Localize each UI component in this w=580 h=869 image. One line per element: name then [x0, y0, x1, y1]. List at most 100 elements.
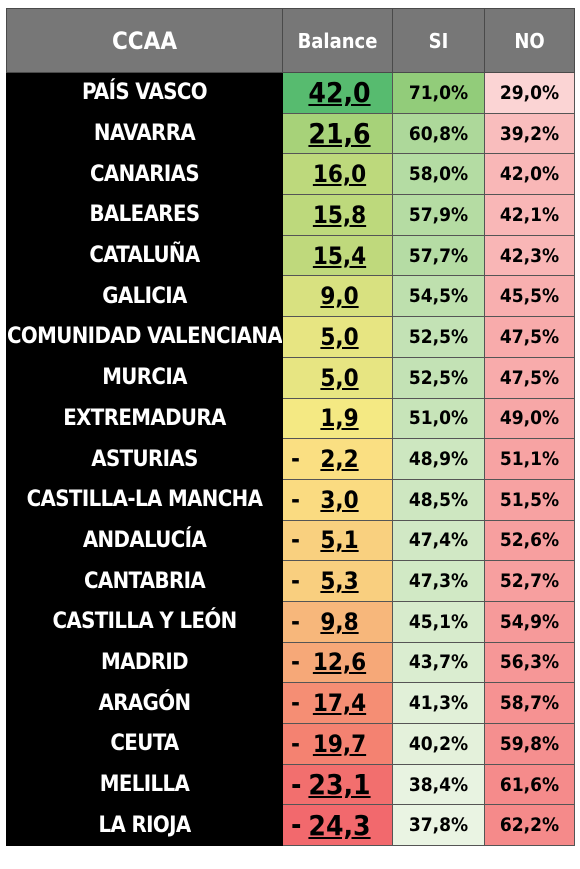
- table-row: CEUTA -19,7 40,2% 59,8%: [6, 723, 575, 765]
- balance-cell: 9,0: [282, 275, 393, 318]
- no-cell: 52,6%: [484, 519, 575, 562]
- si-cell: 57,7%: [392, 234, 485, 277]
- table-row: PAÍS VASCO 42,0 71,0% 29,0%: [6, 72, 575, 114]
- no-cell: 49,0%: [484, 397, 575, 440]
- balance-cell: 1,9: [282, 397, 393, 440]
- balance-value: 5,1: [320, 526, 359, 555]
- balance-cell: -9,8: [282, 600, 393, 643]
- ccaa-name-cell: CATALUÑA: [6, 234, 283, 277]
- balance-value: 42,0: [308, 76, 371, 110]
- si-cell: 47,4%: [392, 519, 485, 562]
- no-cell: 45,5%: [484, 275, 575, 318]
- balance-cell: 5,0: [282, 316, 393, 358]
- table-body: PAÍS VASCO 42,0 71,0% 29,0% NAVARRA 21,6 60,8%…: [6, 72, 575, 847]
- table-row: GALICIA 9,0 54,5% 45,5%: [6, 275, 575, 318]
- balance-cell: -12,6: [282, 641, 393, 684]
- ccaa-name-cell: ANDALUCÍA: [6, 519, 283, 562]
- ccaa-name-cell: EXTREMADURA: [6, 397, 283, 440]
- si-cell: 58,0%: [392, 153, 485, 196]
- si-cell: 45,1%: [392, 600, 485, 643]
- table-row: ARAGÓN -17,4 41,3% 58,7%: [6, 682, 575, 724]
- balance-value: 9,8: [320, 607, 359, 636]
- balance-sign: -: [291, 444, 300, 473]
- ccaa-name-cell: ASTURIAS: [6, 438, 283, 480]
- header-no: NO: [484, 8, 575, 73]
- table-row: ASTURIAS -2,2 48,9% 51,1%: [6, 438, 575, 480]
- balance-cell: 21,6: [282, 112, 393, 155]
- balance-value: 21,6: [308, 117, 371, 151]
- si-cell: 48,5%: [392, 478, 485, 521]
- balance-cell: -5,1: [282, 519, 393, 562]
- balance-cell: -5,3: [282, 560, 393, 602]
- no-cell: 56,3%: [484, 641, 575, 684]
- balance-sign: -: [291, 767, 302, 801]
- balance-cell: -17,4: [282, 682, 393, 724]
- balance-sign: -: [291, 566, 300, 595]
- balance-value: 12,6: [312, 648, 367, 677]
- balance-value: 15,4: [312, 241, 367, 270]
- no-cell: 47,5%: [484, 316, 575, 358]
- si-cell: 48,9%: [392, 438, 485, 480]
- balance-sign: -: [291, 485, 300, 514]
- header-balance: Balance: [282, 8, 393, 73]
- si-cell: 60,8%: [392, 112, 485, 155]
- no-cell: 61,6%: [484, 763, 575, 806]
- balance-value: 2,2: [320, 445, 359, 474]
- balance-value: 9,0: [320, 282, 359, 311]
- ccaa-name-cell: LA RIOJA: [6, 804, 283, 847]
- table-row: CANARIAS 16,0 58,0% 42,0%: [6, 153, 575, 196]
- header-ccaa: CCAA: [6, 8, 283, 73]
- table-row: EXTREMADURA 1,9 51,0% 49,0%: [6, 397, 575, 440]
- header-si: SI: [392, 8, 485, 73]
- si-cell: 51,0%: [392, 397, 485, 440]
- table-row: NAVARRA 21,6 60,8% 39,2%: [6, 112, 575, 155]
- ccaa-name-cell: CASTILLA-LA MANCHA: [6, 478, 283, 521]
- ccaa-name-cell: CASTILLA Y LEÓN: [6, 600, 283, 643]
- table-row: CANTABRIA -5,3 47,3% 52,7%: [6, 560, 575, 602]
- no-cell: 29,0%: [484, 72, 575, 114]
- no-cell: 39,2%: [484, 112, 575, 155]
- balance-value: 23,1: [308, 768, 371, 802]
- balance-value: 16,0: [312, 160, 367, 189]
- balance-sign: -: [291, 607, 300, 636]
- no-cell: 47,5%: [484, 356, 575, 399]
- balance-value: 1,9: [320, 404, 359, 433]
- balance-sign: -: [291, 647, 300, 676]
- si-cell: 38,4%: [392, 763, 485, 806]
- ccaa-name-cell: NAVARRA: [6, 112, 283, 155]
- no-cell: 42,1%: [484, 194, 575, 236]
- si-cell: 40,2%: [392, 723, 485, 765]
- si-cell: 52,5%: [392, 356, 485, 399]
- balance-cell: 15,4: [282, 234, 393, 277]
- table-row: ANDALUCÍA -5,1 47,4% 52,6%: [6, 519, 575, 562]
- balance-sign: -: [291, 808, 302, 842]
- ccaa-name-cell: MELILLA: [6, 763, 283, 806]
- balance-cell: -23,1: [282, 763, 393, 806]
- si-cell: 43,7%: [392, 641, 485, 684]
- si-cell: 71,0%: [392, 72, 485, 114]
- no-cell: 59,8%: [484, 723, 575, 765]
- balance-cell: 15,8: [282, 194, 393, 236]
- ccaa-name-cell: CANTABRIA: [6, 560, 283, 602]
- balance-cell: -2,2: [282, 438, 393, 480]
- balance-sign: -: [291, 525, 300, 554]
- table-row: CASTILLA-LA MANCHA -3,0 48,5% 51,5%: [6, 478, 575, 521]
- balance-cell: 16,0: [282, 153, 393, 196]
- table-row: COMUNIDAD VALENCIANA 5,0 52,5% 47,5%: [6, 316, 575, 358]
- ccaa-name-cell: PAÍS VASCO: [6, 72, 283, 114]
- balance-value: 19,7: [312, 729, 367, 758]
- si-cell: 37,8%: [392, 804, 485, 847]
- no-cell: 54,9%: [484, 600, 575, 643]
- balance-cell: -3,0: [282, 478, 393, 521]
- table-row: CASTILLA Y LEÓN -9,8 45,1% 54,9%: [6, 600, 575, 643]
- si-cell: 57,9%: [392, 194, 485, 236]
- balance-value: 24,3: [308, 808, 371, 842]
- balance-value: 5,3: [320, 567, 359, 596]
- ccaa-name-cell: MADRID: [6, 641, 283, 684]
- table-row: BALEARES 15,8 57,9% 42,1%: [6, 194, 575, 236]
- no-cell: 58,7%: [484, 682, 575, 724]
- table-row: MELILLA -23,1 38,4% 61,6%: [6, 763, 575, 806]
- ccaa-name-cell: MURCIA: [6, 356, 283, 399]
- balance-cell: 42,0: [282, 72, 393, 114]
- balance-value: 3,0: [320, 485, 359, 514]
